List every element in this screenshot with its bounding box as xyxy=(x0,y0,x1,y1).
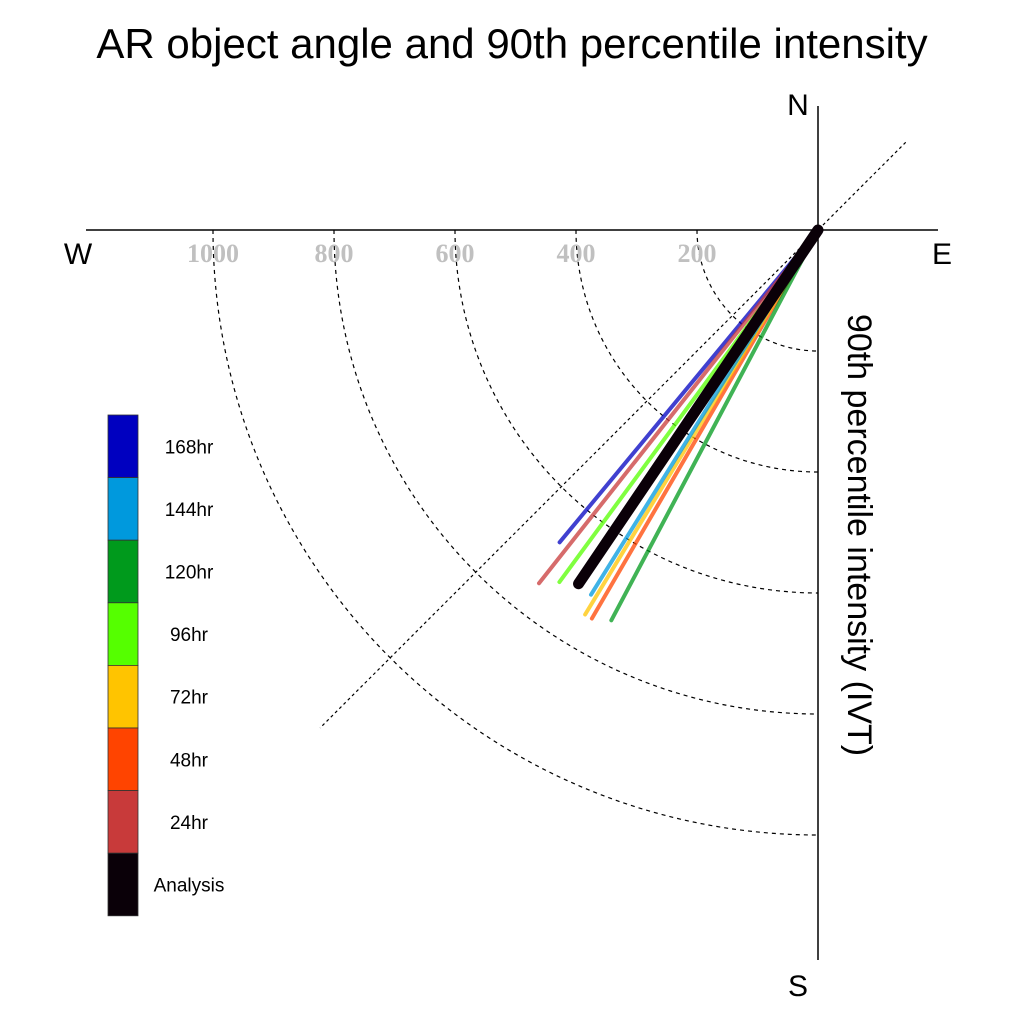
radial-tick-label: 800 xyxy=(315,239,354,268)
legend-label: 168hr xyxy=(165,437,214,458)
legend-swatch xyxy=(107,790,139,854)
y-axis-label: 90th percentile intensity (IVT) xyxy=(840,314,878,756)
legend-swatch xyxy=(107,414,139,478)
legend: 168hr 144hr 120hr 96hr 72hr 48hr 24hr Analysis xyxy=(107,414,225,917)
radial-tick-label: 600 xyxy=(436,239,475,268)
legend-label: 144hr xyxy=(165,500,214,521)
chart-title: AR object angle and 90th percentile inte… xyxy=(96,20,927,67)
legend-swatch xyxy=(107,727,139,791)
grid-arc xyxy=(696,229,819,352)
legend-label: 72hr xyxy=(170,688,209,709)
series-lines xyxy=(537,224,824,623)
west-label: W xyxy=(64,238,93,271)
legend-swatch xyxy=(107,602,139,666)
legend-label: Analysis xyxy=(154,876,225,897)
east-label: E xyxy=(932,238,952,271)
legend-label: 48hr xyxy=(170,750,209,771)
legend-label: 96hr xyxy=(170,625,209,646)
south-label: S xyxy=(788,970,808,1003)
legend-label: 120hr xyxy=(165,563,214,584)
legend-swatch xyxy=(107,477,139,541)
legend-swatch xyxy=(107,665,139,729)
legend-label: 24hr xyxy=(170,813,209,834)
radial-tick-label: 1000 xyxy=(187,239,239,268)
series-line-120hr xyxy=(609,228,820,623)
grid-arc xyxy=(333,229,819,715)
radial-tick-labels: 200 400 600 800 1000 xyxy=(187,239,717,268)
series-line-analysis xyxy=(573,224,824,590)
radial-tick-label: 200 xyxy=(678,239,717,268)
radial-tick-label: 400 xyxy=(557,239,596,268)
legend-swatch xyxy=(107,539,139,604)
legend-swatch xyxy=(107,852,139,917)
north-label: N xyxy=(787,89,809,122)
